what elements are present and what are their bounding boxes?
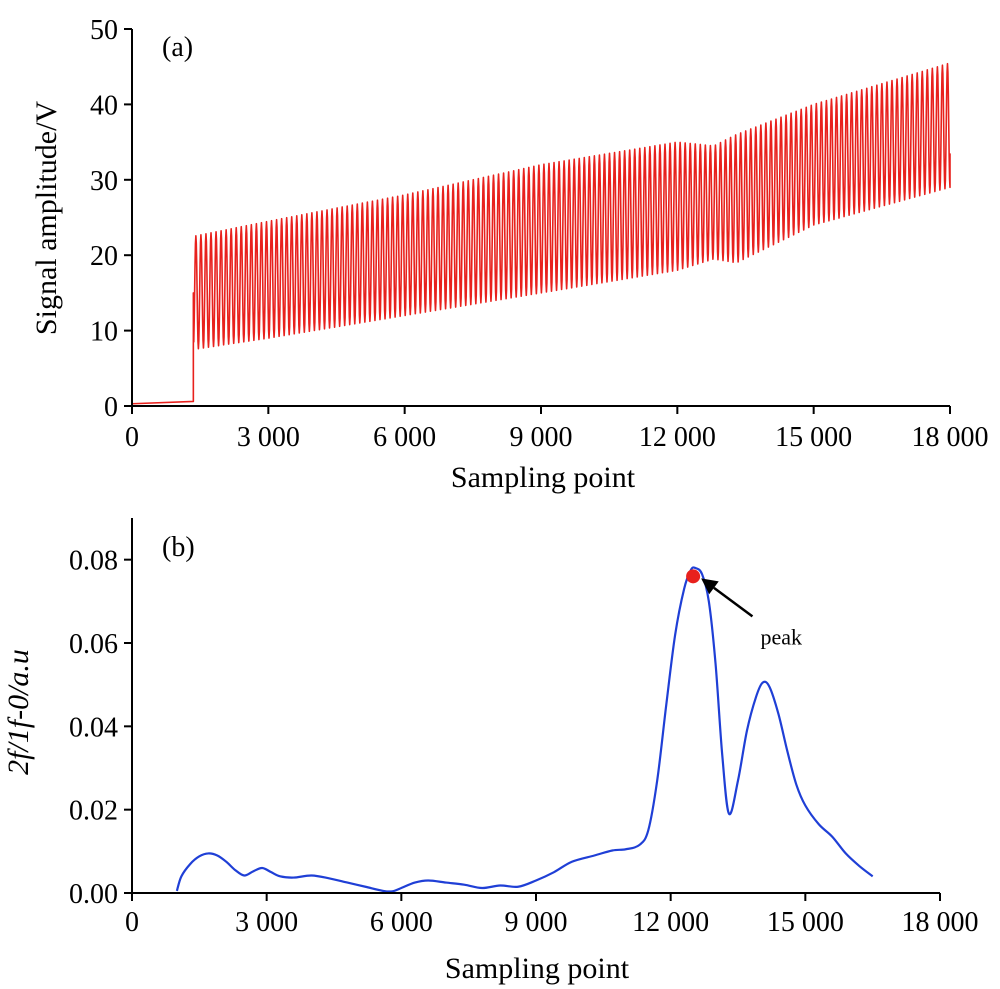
panel-b-y-tick-label: 0.08 xyxy=(69,546,118,577)
panel-a-signal-line xyxy=(131,62,951,405)
panel-a-y-tick-label: 20 xyxy=(90,241,118,272)
peak-arrow-head xyxy=(701,578,719,595)
panel-b-series-group xyxy=(175,566,874,893)
panel-a-y-ticks: 0 10 20 30 40 50 xyxy=(90,15,132,423)
panel-b-x-tick-label: 0 xyxy=(125,907,139,938)
panel-a-x-tick-label: 18 000 xyxy=(912,422,989,453)
panel-a-y-tick-label: 0 xyxy=(104,392,118,423)
peak-annotation: peak xyxy=(701,578,802,649)
panel-b-y-tick-label: 0.04 xyxy=(69,712,118,743)
panel-b-x-axis-label: Sampling point xyxy=(445,952,630,985)
panel-b-y-ticks: 0.00 0.02 0.04 0.06 0.08 xyxy=(69,546,132,910)
panel-a-x-tick-label: 12 000 xyxy=(639,422,716,453)
peak-marker xyxy=(686,569,701,584)
panel-a-x-tick-label: 15 000 xyxy=(775,422,852,453)
panel-a-y-tick-label: 30 xyxy=(90,166,118,197)
panel-b-y-tick-label: 0.02 xyxy=(69,796,118,827)
panel-b-x-tick-label: 12 000 xyxy=(632,907,709,938)
peak-annotation-label: peak xyxy=(760,624,802,649)
panel-b-x-tick-label: 15 000 xyxy=(767,907,844,938)
panel-b-y-tick-label: 0.06 xyxy=(69,629,118,660)
panel-a-x-tick-label: 9 000 xyxy=(510,422,573,453)
panel-b-x-ticks: 0 3 000 6 000 9 000 12 000 15 000 18 000 xyxy=(125,893,979,938)
panel-a-y-tick-label: 40 xyxy=(90,90,118,121)
panel-b-ratio-line xyxy=(175,566,874,893)
panel-b-x-tick-label: 3 000 xyxy=(235,907,298,938)
panel-a-x-axis-label: Sampling point xyxy=(451,461,636,494)
panel-a-x-tick-label: 3 000 xyxy=(237,422,300,453)
panel-b-x-tick-label: 9 000 xyxy=(505,907,568,938)
panel-a-x-tick-label: 0 xyxy=(125,422,139,453)
panel-b-x-tick-label: 18 000 xyxy=(902,907,979,938)
panel-b-label: (b) xyxy=(162,532,195,563)
peak-arrow-line xyxy=(713,586,754,618)
panel-b-x-tick-label: 6 000 xyxy=(370,907,433,938)
panel-a-y-axis-label: Signal amplitude/V xyxy=(30,101,63,335)
panel-a-x-tick-label: 6 000 xyxy=(373,422,436,453)
panel-a-label: (a) xyxy=(162,32,193,63)
panel-a-series-group xyxy=(131,62,951,405)
panel-a-y-tick-label: 50 xyxy=(90,15,118,46)
panel-b-y-tick-label: 0.00 xyxy=(69,879,118,910)
panel-a-x-ticks: 0 3 000 6 000 9 000 12 000 15 000 18 000 xyxy=(125,406,989,453)
panel-b-y-axis-label: 2f/1f-0/a.u xyxy=(2,649,35,775)
panel-a-signal-amplitude: 0 3 000 6 000 9 000 12 000 15 000 18 000 0 10 20… xyxy=(30,15,989,494)
panel-a-y-tick-label: 10 xyxy=(90,317,118,348)
